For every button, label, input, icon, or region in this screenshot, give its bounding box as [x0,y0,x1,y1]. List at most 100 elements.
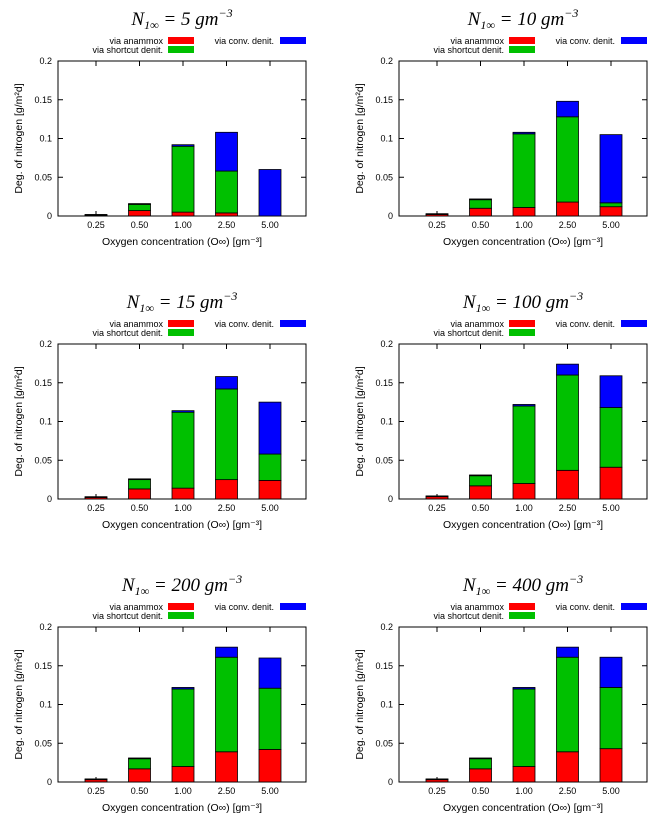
legend-label-anammox: via anammox [109,36,163,46]
bar-conv [469,474,492,477]
bar-conv [556,363,579,376]
bar-conv [258,401,282,455]
chart-title-subscript: 1∞ [135,584,150,598]
x-tick-label: 0.25 [87,503,105,513]
bar-stack [512,404,536,500]
legend-swatch-shortcut [509,329,535,336]
bar-conv [215,646,238,658]
bar-shortcut [215,170,238,214]
bar-anammox [128,488,151,500]
legend-label-shortcut: via shortcut denit. [433,45,504,55]
legend-swatch-shortcut [168,329,194,336]
bar-stack [599,134,623,217]
bar-stack [599,656,623,783]
y-tick-label: 0.05 [375,738,393,748]
chart-title-unit: gm [541,9,564,30]
bar-anammox [512,483,536,500]
bar-anammox [556,751,579,783]
legend-label-shortcut: via shortcut denit. [92,45,163,55]
y-axis-label: Deg. of nitrogen [g/m²d] [13,649,25,759]
bar-shortcut [128,758,151,770]
y-axis-label: Deg. of nitrogen [g/m²d] [354,83,366,193]
y-tick-label: 0.2 [380,56,393,66]
bar-conv [171,144,195,147]
chart-title: N1∞ = 15 gm−3 [126,289,238,315]
bar-shortcut [84,778,108,781]
chart-title: N1∞ = 400 gm−3 [462,572,583,598]
bar-shortcut [84,496,108,498]
chart-title-value: = 100 [490,292,546,313]
bar-anammox [599,206,623,217]
x-tick-label: 5.00 [261,220,279,230]
y-axis-label: Deg. of nitrogen [g/m²d] [354,366,366,476]
legend-label-anammox: via anammox [450,602,504,612]
y-tick-label: 0 [388,211,393,221]
bar-shortcut [84,214,108,216]
legend-label-shortcut: via shortcut denit. [433,328,504,338]
y-tick-label: 0.1 [380,700,393,710]
bar-stack [171,687,195,783]
x-tick-label: 5.00 [261,503,279,513]
bar-conv [215,131,238,172]
legend-label-conv: via conv. denit. [556,36,615,46]
legend-label-conv: via conv. denit. [215,319,274,329]
x-tick-label: 0.25 [428,503,446,513]
x-tick-label: 2.50 [559,503,577,513]
x-tick-label: 1.00 [515,503,533,513]
chart-title-value: = 10 [495,9,541,30]
chart-title-value: = 400 [490,575,546,596]
y-tick-label: 0.05 [34,172,52,182]
bar-stack [171,410,195,500]
chart-title-unit: gm [195,9,218,30]
bar-shortcut [469,199,492,209]
chart-title-unit: gm [200,292,223,313]
bar-shortcut [258,687,282,750]
legend-swatch-conv [280,603,306,610]
bar-shortcut [512,133,536,208]
legend-label-conv: via conv. denit. [556,319,615,329]
legend-swatch-conv [621,37,647,44]
y-tick-label: 0 [388,777,393,787]
x-tick-label: 0.50 [472,503,490,513]
bar-conv [599,656,623,688]
legend-label-conv: via conv. denit. [556,602,615,612]
x-tick-label: 5.00 [602,786,620,796]
y-tick-label: 0.05 [375,172,393,182]
bar-anammox [512,207,536,217]
bar-anammox [171,766,195,783]
legend-label-shortcut: via shortcut denit. [433,611,504,621]
x-tick-label: 5.00 [602,220,620,230]
bar-shortcut [512,688,536,767]
y-tick-label: 0 [47,494,52,504]
x-tick-label: 1.00 [515,220,533,230]
bar-anammox [171,211,195,217]
bar-anammox [128,210,151,217]
chart-title-subscript: 1∞ [480,18,495,32]
legend-swatch-anammox [509,603,535,610]
legend-label-anammox: via anammox [109,602,163,612]
chart-title-subscript: 1∞ [476,301,491,315]
bar-shortcut [425,778,449,781]
x-tick-label: 2.50 [218,503,236,513]
x-tick-label: 0.50 [472,220,490,230]
bar-shortcut [556,374,579,471]
bar-anammox [258,749,282,783]
y-tick-label: 0.15 [375,95,393,105]
bar-shortcut [556,656,579,753]
bar-conv [556,646,579,658]
bar-shortcut [128,203,151,211]
bar-stack [84,496,108,500]
x-tick-label: 5.00 [602,503,620,513]
bar-stack [425,213,449,217]
y-tick-label: 0.05 [34,738,52,748]
chart-title: N1∞ = 5 gm−3 [130,6,232,32]
y-tick-label: 0.2 [380,339,393,349]
chart-title-exponent: −3 [223,289,237,303]
bar-stack [512,131,536,217]
